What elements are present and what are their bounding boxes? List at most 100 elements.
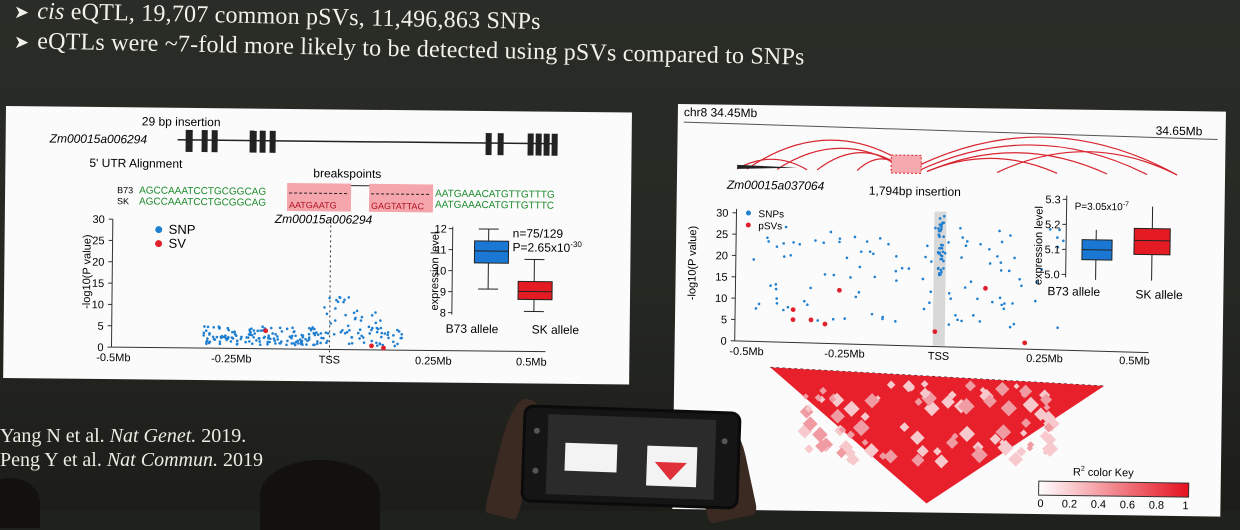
snp-point bbox=[261, 325, 264, 328]
y-axis-label: -log10(P value) bbox=[686, 226, 699, 301]
snp-point bbox=[380, 336, 383, 339]
snp-point bbox=[347, 324, 350, 327]
y-tick-label: 20 bbox=[716, 250, 728, 262]
box-y-tick-label: 5.1 bbox=[1045, 244, 1060, 256]
snp-point bbox=[785, 226, 788, 229]
snp-point bbox=[787, 306, 790, 309]
color-key-tick-label: 1 bbox=[1182, 500, 1188, 512]
snp-point bbox=[887, 243, 890, 246]
exon bbox=[536, 134, 542, 156]
snp-point bbox=[290, 342, 293, 345]
snp-point bbox=[361, 316, 364, 319]
y-axis-label: -log10(P value) bbox=[81, 234, 94, 309]
snp-point bbox=[1009, 326, 1012, 329]
snp-point bbox=[286, 328, 289, 331]
psv-point bbox=[791, 307, 796, 312]
snp-point bbox=[792, 241, 795, 244]
snp-point bbox=[271, 332, 274, 335]
box-cat-sk: SK allele bbox=[532, 323, 580, 337]
insertion-label: 29 bp insertion bbox=[142, 114, 221, 129]
exon bbox=[486, 133, 492, 155]
box-cat-sk: SK allele bbox=[1135, 287, 1183, 302]
snp-point bbox=[901, 267, 904, 270]
snp-point bbox=[998, 230, 1001, 233]
snp-point bbox=[294, 334, 297, 337]
snp-point bbox=[259, 343, 262, 346]
exon bbox=[270, 131, 276, 153]
box-y-tick-label: 5.3 bbox=[1045, 194, 1060, 206]
y-tick-label: 10 bbox=[715, 293, 727, 305]
box-y-tick-label: 5.0 bbox=[1044, 269, 1059, 281]
snp-point bbox=[928, 301, 931, 304]
ld-cell bbox=[800, 405, 814, 419]
legend-snps-dot bbox=[746, 210, 751, 215]
snp-point bbox=[230, 340, 233, 343]
snp-point bbox=[360, 319, 363, 322]
snp-point bbox=[270, 327, 273, 330]
chrom-start-label: chr8 34.45Mb bbox=[684, 105, 758, 120]
snp-point bbox=[393, 345, 396, 348]
snp-point bbox=[380, 332, 383, 335]
snp-point bbox=[327, 332, 330, 335]
snp-point bbox=[854, 236, 857, 239]
snp-point bbox=[252, 336, 255, 339]
snp-point bbox=[776, 302, 779, 305]
snp-point bbox=[333, 333, 336, 336]
legend-snp-dot bbox=[155, 226, 162, 233]
legend-snp-label: SNP bbox=[169, 222, 196, 237]
psv-point bbox=[837, 288, 842, 293]
snp-point bbox=[1062, 240, 1065, 243]
right-figure-panel: chr8 34.45Mb 34.65Mb Zm00015a037064 1,79… bbox=[672, 104, 1226, 517]
snp-point bbox=[291, 326, 294, 329]
y-tick-label: 30 bbox=[92, 214, 104, 226]
manhattan-points bbox=[751, 212, 1065, 346]
box-y-ticks: 5.35.25.15.0 bbox=[1044, 194, 1067, 281]
snp-point bbox=[966, 240, 969, 243]
snp-point bbox=[259, 329, 262, 332]
snp-point bbox=[359, 328, 362, 331]
box-y-tick-label: 10 bbox=[434, 265, 446, 277]
snp-point bbox=[830, 231, 833, 234]
snp-point bbox=[370, 340, 373, 343]
snp-point bbox=[978, 320, 981, 323]
psv-point bbox=[791, 317, 796, 322]
snp-point bbox=[752, 258, 755, 261]
x-tick-label: TSS bbox=[928, 351, 950, 363]
snp-point bbox=[895, 255, 898, 258]
snp-point bbox=[961, 236, 964, 239]
ld-cell bbox=[804, 444, 813, 453]
x-tick-label: -0.5Mb bbox=[96, 352, 130, 364]
snp-point bbox=[379, 319, 382, 322]
reference-2: Peng Y et al. Nat Commun. 2019 bbox=[0, 448, 263, 472]
snp-point bbox=[1020, 284, 1023, 287]
snp-point bbox=[1002, 307, 1005, 310]
snp-point bbox=[926, 244, 929, 247]
snp-point bbox=[908, 267, 911, 270]
snp-point bbox=[216, 336, 219, 339]
y-axis bbox=[735, 209, 737, 341]
snp-point bbox=[989, 262, 992, 265]
snp-point bbox=[334, 319, 337, 322]
gene-label: Zm00015a037064 bbox=[726, 178, 825, 193]
snp-point bbox=[371, 314, 374, 317]
box-p-label: P=3.05x10-7 bbox=[1075, 201, 1130, 214]
snp-point bbox=[806, 303, 809, 306]
snp-point bbox=[206, 337, 209, 340]
snp-point bbox=[351, 342, 354, 345]
snp-point bbox=[251, 342, 254, 345]
snp-point bbox=[970, 280, 973, 283]
snp-point bbox=[276, 338, 279, 341]
snp-point bbox=[814, 239, 817, 242]
utr-label: 5' UTR Alignment bbox=[89, 156, 183, 171]
snp-point bbox=[923, 308, 926, 311]
snp-point bbox=[866, 240, 869, 243]
x-tick-label: -0.5Mb bbox=[729, 346, 763, 358]
y-tick-label: 25 bbox=[92, 235, 104, 247]
x-tick-label: TSS bbox=[319, 354, 341, 366]
insertion-highlight bbox=[891, 155, 921, 173]
snp-point bbox=[207, 326, 210, 329]
snp-point bbox=[1013, 323, 1016, 326]
snp-point bbox=[846, 257, 849, 260]
exon bbox=[544, 134, 550, 156]
